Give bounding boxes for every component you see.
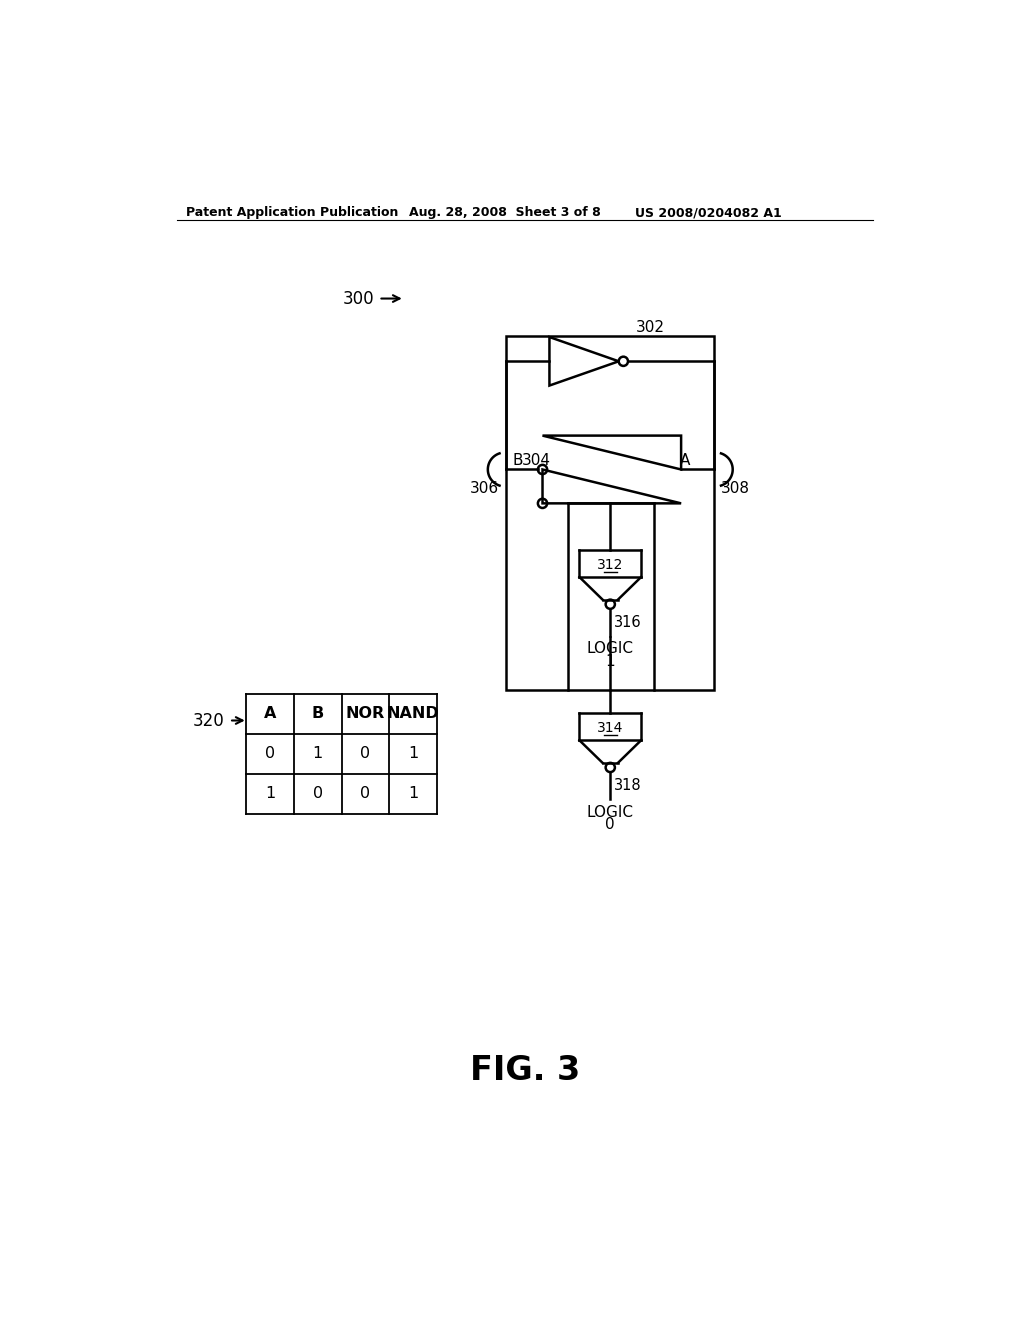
Text: B: B [512, 453, 523, 467]
Text: 1: 1 [408, 746, 418, 762]
Text: Aug. 28, 2008  Sheet 3 of 8: Aug. 28, 2008 Sheet 3 of 8 [410, 206, 601, 219]
Text: 0: 0 [605, 817, 615, 832]
Text: 314: 314 [597, 721, 624, 735]
Text: 318: 318 [614, 779, 642, 793]
Text: 308: 308 [720, 482, 750, 496]
Text: 312: 312 [597, 558, 624, 572]
Text: 1: 1 [408, 787, 418, 801]
Text: US 2008/0204082 A1: US 2008/0204082 A1 [635, 206, 781, 219]
Text: LOGIC: LOGIC [587, 642, 634, 656]
Bar [506, 335, 714, 689]
Text: 0: 0 [312, 787, 323, 801]
Text: 300: 300 [342, 289, 374, 308]
Text: LOGIC: LOGIC [587, 805, 634, 820]
Text: 316: 316 [614, 615, 642, 630]
Text: 1: 1 [605, 653, 615, 669]
Text: Patent Application Publication: Patent Application Publication [186, 206, 398, 219]
Text: 1: 1 [312, 746, 323, 762]
Text: 320: 320 [193, 711, 224, 730]
Text: A: A [680, 453, 690, 467]
Text: B: B [311, 706, 324, 721]
Text: 0: 0 [265, 746, 275, 762]
Text: A: A [264, 706, 276, 721]
Text: 306: 306 [469, 482, 499, 496]
Text: NAND: NAND [387, 706, 439, 721]
Text: 302: 302 [636, 321, 665, 335]
Text: FIG. 3: FIG. 3 [470, 1055, 580, 1088]
Text: 304: 304 [521, 453, 551, 467]
Text: 0: 0 [360, 787, 371, 801]
Text: NOR: NOR [346, 706, 385, 721]
Text: 1: 1 [265, 787, 275, 801]
Text: 0: 0 [360, 746, 371, 762]
